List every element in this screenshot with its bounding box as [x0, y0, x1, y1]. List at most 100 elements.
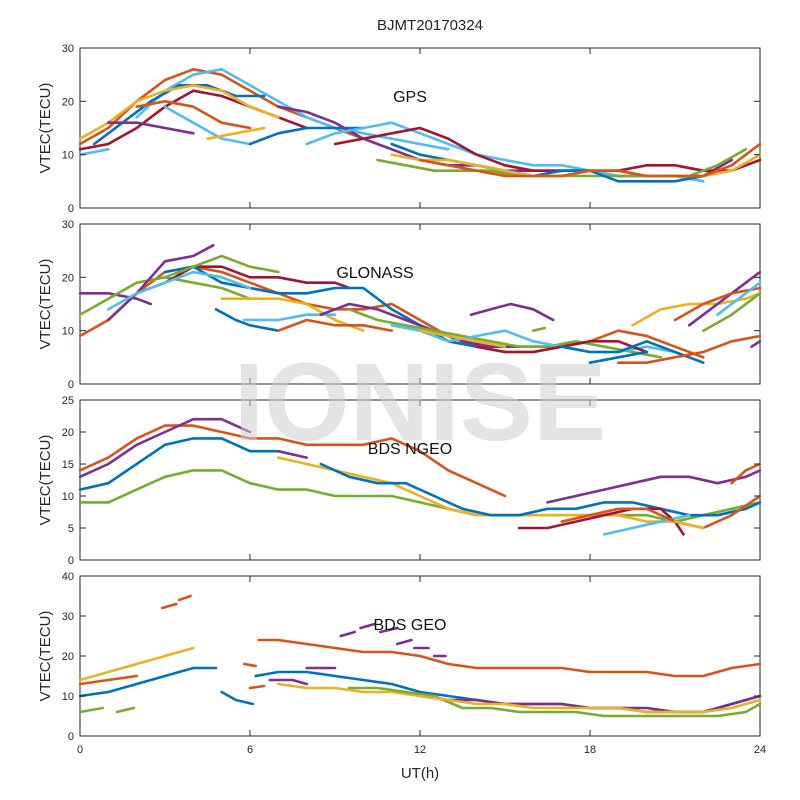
series-line-14	[390, 323, 677, 354]
y-tick-label: 20	[62, 651, 74, 663]
y-tick-label: 20	[62, 96, 74, 108]
series-line-8	[243, 662, 257, 668]
panel-label: GLONASS	[336, 265, 413, 282]
series-line-11	[673, 520, 705, 530]
series-line-16	[469, 302, 555, 322]
y-tick-label: 25	[62, 395, 74, 407]
series-line-22	[616, 334, 762, 365]
series-line-13	[276, 682, 422, 698]
panel-2: 0 5 10 15 20 25 VTEC(TECU) BDS NGEO	[37, 395, 762, 567]
series-line-5	[107, 121, 195, 135]
series-line-9	[257, 638, 762, 678]
series-group	[78, 594, 762, 718]
series-line-4	[78, 84, 280, 140]
series-line-10	[560, 494, 762, 530]
series-line-17	[418, 142, 762, 178]
y-tick-label: 20	[62, 272, 74, 284]
series-line-0	[78, 646, 195, 682]
panel-label: BDS NGEO	[368, 441, 452, 458]
y-tick-label: 10	[62, 491, 74, 503]
x-axis-label: UT(h)	[401, 765, 439, 782]
series-line-19	[560, 339, 705, 365]
series-group	[78, 417, 762, 536]
series-line-4	[276, 449, 309, 459]
y-axis-label: VTEC(TECU)	[37, 435, 54, 526]
series-line-4	[135, 265, 351, 295]
series-line-24	[673, 286, 762, 322]
x-tick-label: 18	[584, 744, 596, 756]
series-line-9	[214, 307, 280, 333]
y-tick-label: 10	[62, 150, 74, 162]
series-line-15	[339, 630, 357, 638]
series-line-0	[78, 291, 153, 306]
series-line-5	[160, 602, 178, 610]
y-tick-label: 30	[62, 43, 74, 55]
series-line-1	[78, 674, 138, 686]
series-line-11	[276, 318, 394, 333]
series-line-6	[319, 462, 762, 517]
series-line-7	[135, 100, 252, 130]
y-tick-label: 0	[68, 379, 74, 391]
y-tick-label: 5	[68, 523, 74, 535]
series-line-13	[347, 307, 663, 359]
series-line-2	[78, 437, 280, 491]
y-tick-label: 0	[68, 203, 74, 215]
series-line-2	[78, 666, 218, 698]
x-tick-label: 0	[77, 744, 83, 756]
y-axis-label: VTEC(TECU)	[37, 259, 54, 350]
plot-frame	[79, 223, 761, 385]
panel-0: 0 10 20 30 VTEC(TECU) GPS	[37, 43, 762, 215]
panels: 0 10 20 30 VTEC(TECU) GPS 0 10 20 30 VTEC(TECU) GLO…	[37, 43, 766, 782]
series-line-16	[359, 622, 377, 630]
series-line-11	[248, 684, 266, 690]
series-line-6	[177, 594, 192, 602]
series-line-17	[378, 626, 399, 634]
series-line-9	[206, 126, 266, 140]
series-line-6	[107, 270, 252, 311]
series-line-7	[163, 254, 280, 279]
series-line-15	[418, 329, 507, 349]
y-tick-label: 20	[62, 427, 74, 439]
y-tick-label: 0	[68, 731, 74, 743]
series-line-21	[347, 686, 762, 718]
figure-title: BJMT20170324	[377, 17, 483, 34]
series-line-25	[701, 291, 762, 333]
series-line-1	[78, 417, 252, 479]
y-tick-label: 40	[62, 571, 74, 583]
x-tick-label: 24	[754, 744, 766, 756]
series-line-26	[716, 281, 762, 317]
series-line-9	[602, 513, 691, 536]
y-axis-label: VTEC(TECU)	[37, 611, 54, 702]
series-line-6	[78, 148, 110, 156]
series-line-12	[730, 462, 762, 485]
y-tick-label: 10	[62, 691, 74, 703]
panel-label: GPS	[393, 89, 427, 106]
x-tick-label: 12	[414, 744, 426, 756]
watermark: IONISE	[234, 341, 607, 464]
y-tick-label: 15	[62, 459, 74, 471]
series-line-3	[78, 469, 762, 523]
series-line-3	[107, 244, 215, 322]
series-line-7	[220, 690, 255, 706]
series-line-20	[588, 350, 649, 365]
series-line-23	[418, 694, 762, 714]
panel-3: 0 6 12 18 24 0 10 20 30 40 VTEC(TECU) BDS GEO UT(h)	[37, 571, 766, 782]
y-axis-label: VTEC(TECU)	[37, 83, 54, 174]
series-line-4	[115, 706, 136, 714]
series-line-8	[220, 297, 365, 333]
series-line-12	[268, 678, 309, 686]
x-tick-label: 6	[247, 744, 253, 756]
y-tick-label: 30	[62, 219, 74, 231]
series-group	[78, 68, 762, 183]
y-tick-label: 10	[62, 326, 74, 338]
series-group	[78, 244, 762, 365]
series-line-3	[78, 706, 104, 714]
series-line-18	[531, 326, 547, 333]
panel-1: 0 10 20 30 VTEC(TECU) GLONASS	[37, 219, 762, 391]
series-line-18	[395, 638, 413, 646]
y-tick-label: 30	[62, 611, 74, 623]
series-line-13	[333, 126, 762, 172]
series-line-27	[750, 339, 762, 349]
series-line-0	[78, 424, 507, 498]
